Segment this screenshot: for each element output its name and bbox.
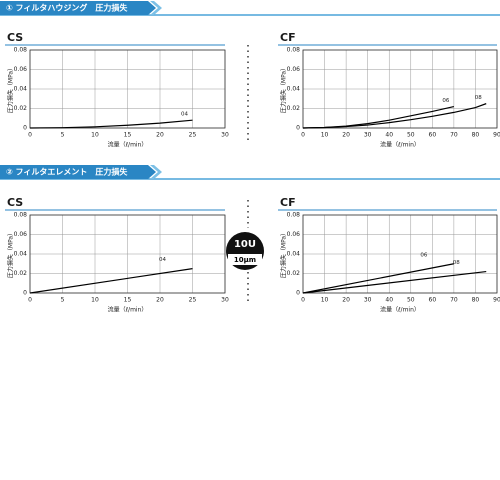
x-tick-label: 20 bbox=[342, 132, 350, 139]
badge: 10U 10μm bbox=[226, 232, 264, 270]
series-label: 04 bbox=[181, 112, 188, 118]
series-label: 04 bbox=[159, 257, 166, 263]
x-tick-label: 80 bbox=[472, 132, 480, 139]
series-label: 08 bbox=[453, 260, 460, 266]
y-tick-label: 0.04 bbox=[287, 86, 301, 93]
chart: CF 0 10 20 30 40 50 60 70 80 90 0 0.02 0.04 0.06 0.08 流量… bbox=[278, 196, 500, 314]
x-tick-label: 30 bbox=[221, 297, 229, 304]
data-line bbox=[29, 268, 193, 294]
y-tick-label: 0.08 bbox=[287, 47, 301, 54]
x-tick-label: 10 bbox=[91, 132, 99, 139]
series-label: 06 bbox=[442, 98, 449, 104]
y-axis-label: 圧力損失（MPa） bbox=[280, 65, 288, 113]
x-axis-label: 流量（ℓ/min） bbox=[380, 306, 420, 314]
x-tick-label: 70 bbox=[450, 297, 458, 304]
x-tick-label: 25 bbox=[189, 297, 197, 304]
x-tick-label: 10 bbox=[321, 297, 329, 304]
y-axis-label: 圧力損失（MPa） bbox=[7, 65, 15, 113]
x-tick-label: 30 bbox=[364, 132, 372, 139]
x-tick-label: 10 bbox=[321, 132, 329, 139]
x-tick-label: 0 bbox=[301, 132, 305, 139]
section-title: ② フィルタエレメント 圧力損失 bbox=[6, 167, 128, 177]
x-tick-label: 80 bbox=[472, 297, 480, 304]
series-label: 06 bbox=[420, 252, 427, 258]
x-tick-label: 25 bbox=[189, 132, 197, 139]
x-tick-label: 0 bbox=[28, 132, 32, 139]
data-line bbox=[302, 103, 487, 129]
x-tick-label: 20 bbox=[342, 297, 350, 304]
y-tick-label: 0 bbox=[23, 125, 27, 132]
series-label: 08 bbox=[475, 95, 482, 101]
badge-top: 10U bbox=[234, 239, 256, 250]
data-line bbox=[302, 270, 487, 294]
x-tick-label: 60 bbox=[429, 132, 437, 139]
y-tick-label: 0.04 bbox=[14, 251, 28, 258]
y-tick-label: 0.02 bbox=[14, 270, 28, 277]
x-axis-label: 流量（ℓ/min） bbox=[108, 306, 148, 314]
section-header: ① フィルタハウジング 圧力損失 bbox=[0, 1, 500, 16]
plot-frame bbox=[302, 49, 498, 129]
y-tick-label: 0.06 bbox=[14, 231, 28, 238]
x-tick-label: 30 bbox=[364, 297, 372, 304]
y-axis-label: 圧力損失（MPa） bbox=[7, 230, 15, 278]
x-tick-label: 40 bbox=[385, 297, 393, 304]
x-axis-label: 流量（ℓ/min） bbox=[380, 141, 420, 149]
x-tick-label: 20 bbox=[156, 297, 164, 304]
y-tick-label: 0.08 bbox=[14, 212, 28, 219]
x-tick-label: 30 bbox=[221, 132, 229, 139]
x-tick-label: 70 bbox=[450, 132, 458, 139]
section-title: ① フィルタハウジング 圧力損失 bbox=[6, 3, 128, 13]
x-tick-label: 5 bbox=[61, 132, 65, 139]
chart: CS 0 5 10 15 20 25 30 0 0.02 0.04 0.06 0.08 流量（ℓ/min）… bbox=[5, 31, 229, 149]
chart-title: CF bbox=[280, 31, 296, 44]
y-tick-label: 0.08 bbox=[14, 47, 28, 54]
y-tick-label: 0.06 bbox=[287, 231, 301, 238]
chart-title: CF bbox=[280, 196, 296, 209]
plot-frame bbox=[29, 214, 226, 294]
x-tick-label: 10 bbox=[91, 297, 99, 304]
y-tick-label: 0.02 bbox=[287, 270, 301, 277]
x-tick-label: 60 bbox=[429, 297, 437, 304]
y-tick-label: 0 bbox=[23, 290, 27, 297]
x-tick-label: 40 bbox=[385, 132, 393, 139]
data-line bbox=[302, 105, 455, 129]
y-tick-label: 0 bbox=[296, 125, 300, 132]
x-tick-label: 15 bbox=[124, 297, 132, 304]
chart: CF 0 10 20 30 40 50 60 70 80 90 0 0.02 0.04 0.06 0.08 流量… bbox=[278, 31, 500, 149]
x-tick-label: 5 bbox=[61, 297, 65, 304]
section-header: ② フィルタエレメント 圧力損失 bbox=[0, 165, 500, 180]
x-tick-label: 0 bbox=[301, 297, 305, 304]
y-tick-label: 0.04 bbox=[287, 251, 301, 258]
y-tick-label: 0.06 bbox=[287, 66, 301, 73]
y-tick-label: 0 bbox=[296, 290, 300, 297]
y-tick-label: 0.02 bbox=[287, 105, 301, 112]
badge-bottom: 10μm bbox=[234, 256, 256, 264]
chart-title: CS bbox=[7, 31, 23, 44]
x-tick-label: 15 bbox=[124, 132, 132, 139]
data-line bbox=[302, 263, 455, 294]
x-tick-label: 0 bbox=[28, 297, 32, 304]
x-axis-label: 流量（ℓ/min） bbox=[108, 141, 148, 149]
x-tick-label: 50 bbox=[407, 297, 415, 304]
plot-frame bbox=[29, 49, 226, 129]
data-line bbox=[29, 119, 193, 129]
y-tick-label: 0.06 bbox=[14, 66, 28, 73]
chart-title: CS bbox=[7, 196, 23, 209]
chart: CS 0 5 10 15 20 25 30 0 0.02 0.04 0.06 0.08 流量（ℓ/min）… bbox=[5, 196, 229, 314]
x-tick-label: 50 bbox=[407, 132, 415, 139]
x-tick-label: 20 bbox=[156, 132, 164, 139]
y-tick-label: 0.08 bbox=[287, 212, 301, 219]
y-axis-label: 圧力損失（MPa） bbox=[280, 230, 288, 278]
x-tick-label: 90 bbox=[493, 297, 500, 304]
y-tick-label: 0.02 bbox=[14, 105, 28, 112]
plot-frame bbox=[302, 214, 498, 294]
x-tick-label: 90 bbox=[493, 132, 500, 139]
y-tick-label: 0.04 bbox=[14, 86, 28, 93]
